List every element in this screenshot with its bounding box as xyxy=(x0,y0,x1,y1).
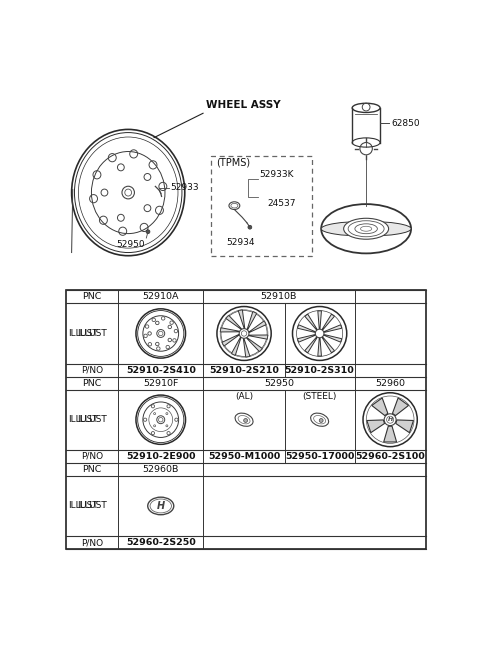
Text: 52950-17000: 52950-17000 xyxy=(285,452,354,460)
Polygon shape xyxy=(247,311,257,329)
Text: 52934: 52934 xyxy=(227,238,255,247)
Polygon shape xyxy=(384,426,396,442)
Polygon shape xyxy=(226,315,241,329)
Circle shape xyxy=(248,225,252,229)
Text: WHEEL ASSY: WHEEL ASSY xyxy=(206,100,280,109)
Text: ILLUST: ILLUST xyxy=(77,329,107,338)
Text: 52910-2E900: 52910-2E900 xyxy=(126,452,195,460)
Text: H: H xyxy=(156,501,165,511)
Polygon shape xyxy=(247,338,263,352)
Text: ILLUST: ILLUST xyxy=(69,502,98,510)
Text: ILLUST: ILLUST xyxy=(77,415,107,424)
Text: (STEEL): (STEEL) xyxy=(302,392,337,401)
Text: H: H xyxy=(387,417,393,422)
Text: 52910-2S410: 52910-2S410 xyxy=(126,365,196,375)
Polygon shape xyxy=(322,337,335,353)
Text: PNC: PNC xyxy=(83,379,102,388)
Text: 52933K: 52933K xyxy=(259,170,294,179)
Text: ILLUST: ILLUST xyxy=(69,415,98,424)
Polygon shape xyxy=(231,337,241,356)
Polygon shape xyxy=(396,420,413,433)
Text: 24537: 24537 xyxy=(267,198,295,208)
Text: 52950: 52950 xyxy=(117,240,145,250)
Polygon shape xyxy=(324,335,342,342)
Text: 52933: 52933 xyxy=(170,183,199,192)
Text: ILLUST: ILLUST xyxy=(77,502,107,510)
Text: P/NO: P/NO xyxy=(81,365,103,375)
Polygon shape xyxy=(305,314,317,329)
Polygon shape xyxy=(322,314,335,329)
Ellipse shape xyxy=(344,218,389,239)
Circle shape xyxy=(244,419,248,422)
Polygon shape xyxy=(249,321,266,333)
Polygon shape xyxy=(220,328,239,332)
Circle shape xyxy=(146,230,150,234)
Polygon shape xyxy=(393,398,408,415)
Text: 52950-M1000: 52950-M1000 xyxy=(208,452,280,460)
Text: 52960B: 52960B xyxy=(143,465,179,474)
Polygon shape xyxy=(318,338,322,356)
Text: 52910A: 52910A xyxy=(143,292,179,301)
Ellipse shape xyxy=(321,221,411,236)
Text: 52960-2S250: 52960-2S250 xyxy=(126,538,196,547)
Text: 52950: 52950 xyxy=(264,379,294,388)
Bar xyxy=(66,290,426,549)
Polygon shape xyxy=(305,337,317,353)
Polygon shape xyxy=(243,339,250,357)
Polygon shape xyxy=(238,310,245,328)
Polygon shape xyxy=(298,335,315,342)
Text: 52910F: 52910F xyxy=(143,379,179,388)
Text: PNC: PNC xyxy=(83,292,102,301)
Polygon shape xyxy=(372,398,388,415)
Text: 62850: 62850 xyxy=(391,119,420,128)
Text: 52910-2S310: 52910-2S310 xyxy=(285,365,355,375)
Text: 52910-2S210: 52910-2S210 xyxy=(209,365,279,375)
Text: (AL): (AL) xyxy=(235,392,253,401)
Text: 52960: 52960 xyxy=(375,379,405,388)
Polygon shape xyxy=(318,311,322,329)
Text: 52960-2S100: 52960-2S100 xyxy=(355,452,425,460)
Text: P/NO: P/NO xyxy=(81,452,103,460)
Text: P/NO: P/NO xyxy=(81,538,103,547)
Text: ILLUST: ILLUST xyxy=(69,329,98,338)
Text: 52910B: 52910B xyxy=(261,292,297,301)
Polygon shape xyxy=(249,335,268,339)
Text: (TPMS): (TPMS) xyxy=(216,158,251,168)
Polygon shape xyxy=(222,335,239,346)
Circle shape xyxy=(319,419,323,422)
Polygon shape xyxy=(324,325,342,332)
Polygon shape xyxy=(367,420,384,433)
Polygon shape xyxy=(298,325,315,332)
Text: PNC: PNC xyxy=(83,465,102,474)
